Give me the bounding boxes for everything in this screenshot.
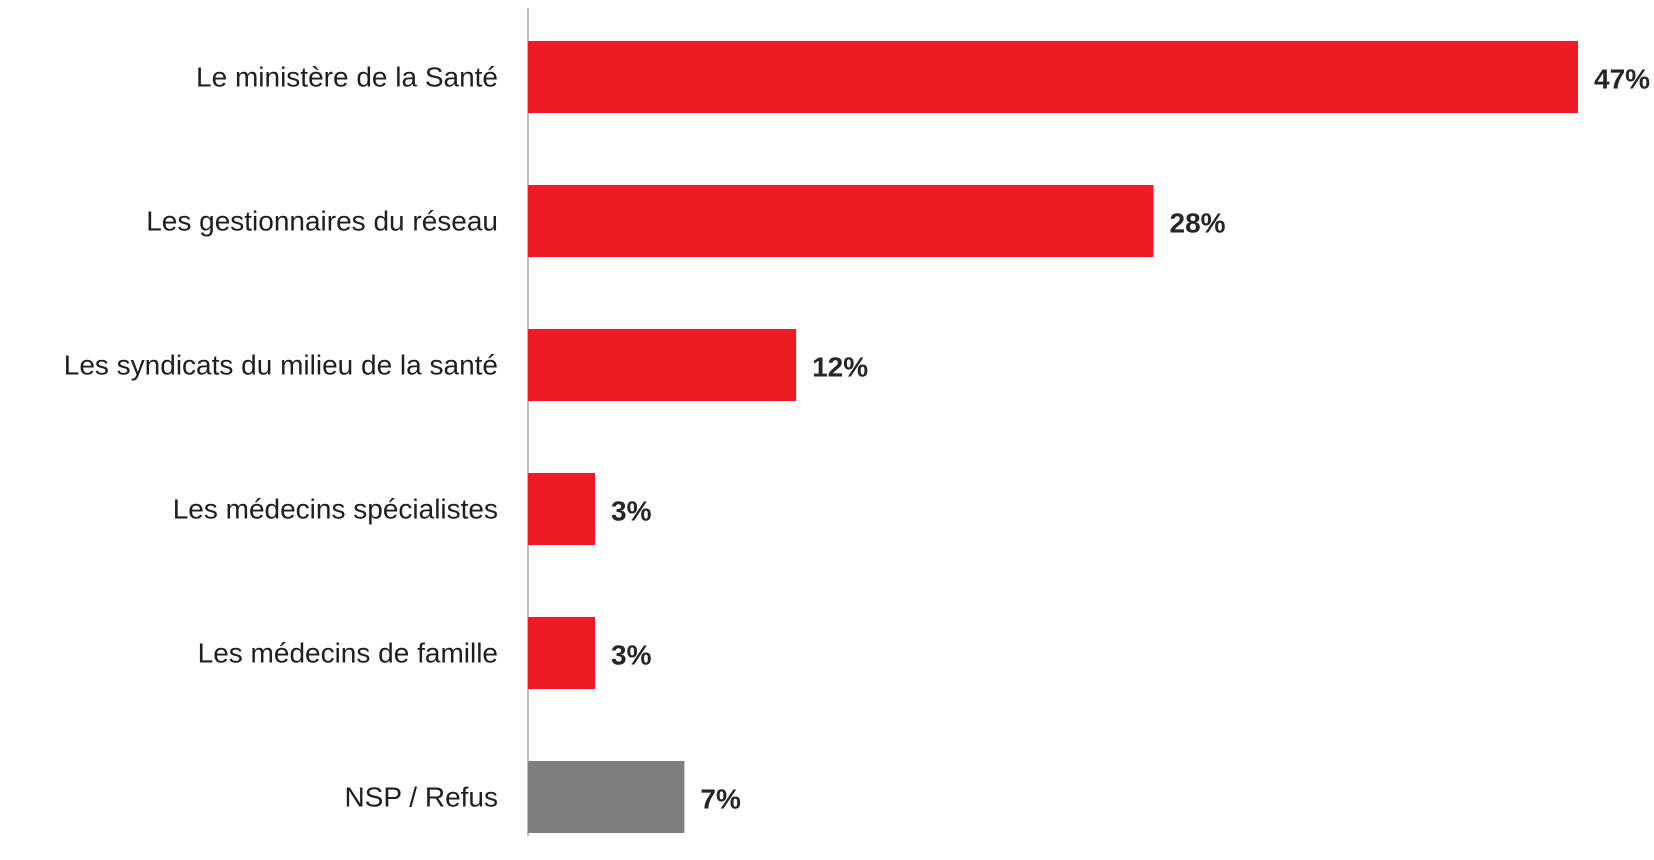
bar [528, 329, 797, 401]
value-label: 47% [1594, 64, 1650, 95]
bar [528, 41, 1578, 113]
category-label: Les médecins spécialistes [173, 494, 498, 525]
value-label: 28% [1170, 208, 1226, 239]
bar [528, 761, 685, 833]
labels-layer: Le ministère de la Santé 47% Les gestionna… [64, 62, 1650, 815]
value-label: 3% [611, 496, 652, 527]
category-label: Le ministère de la Santé [196, 62, 498, 93]
bar [528, 473, 596, 545]
value-label: 12% [812, 352, 868, 383]
bars-layer [528, 41, 1578, 833]
value-label: 3% [611, 640, 652, 671]
value-label: 7% [700, 784, 741, 815]
category-label: Les médecins de famille [198, 638, 498, 669]
category-label: Les gestionnaires du réseau [146, 206, 498, 237]
category-label: Les syndicats du milieu de la santé [64, 350, 498, 381]
bar [528, 185, 1154, 257]
bar [528, 617, 596, 689]
category-label: NSP / Refus [344, 782, 498, 813]
